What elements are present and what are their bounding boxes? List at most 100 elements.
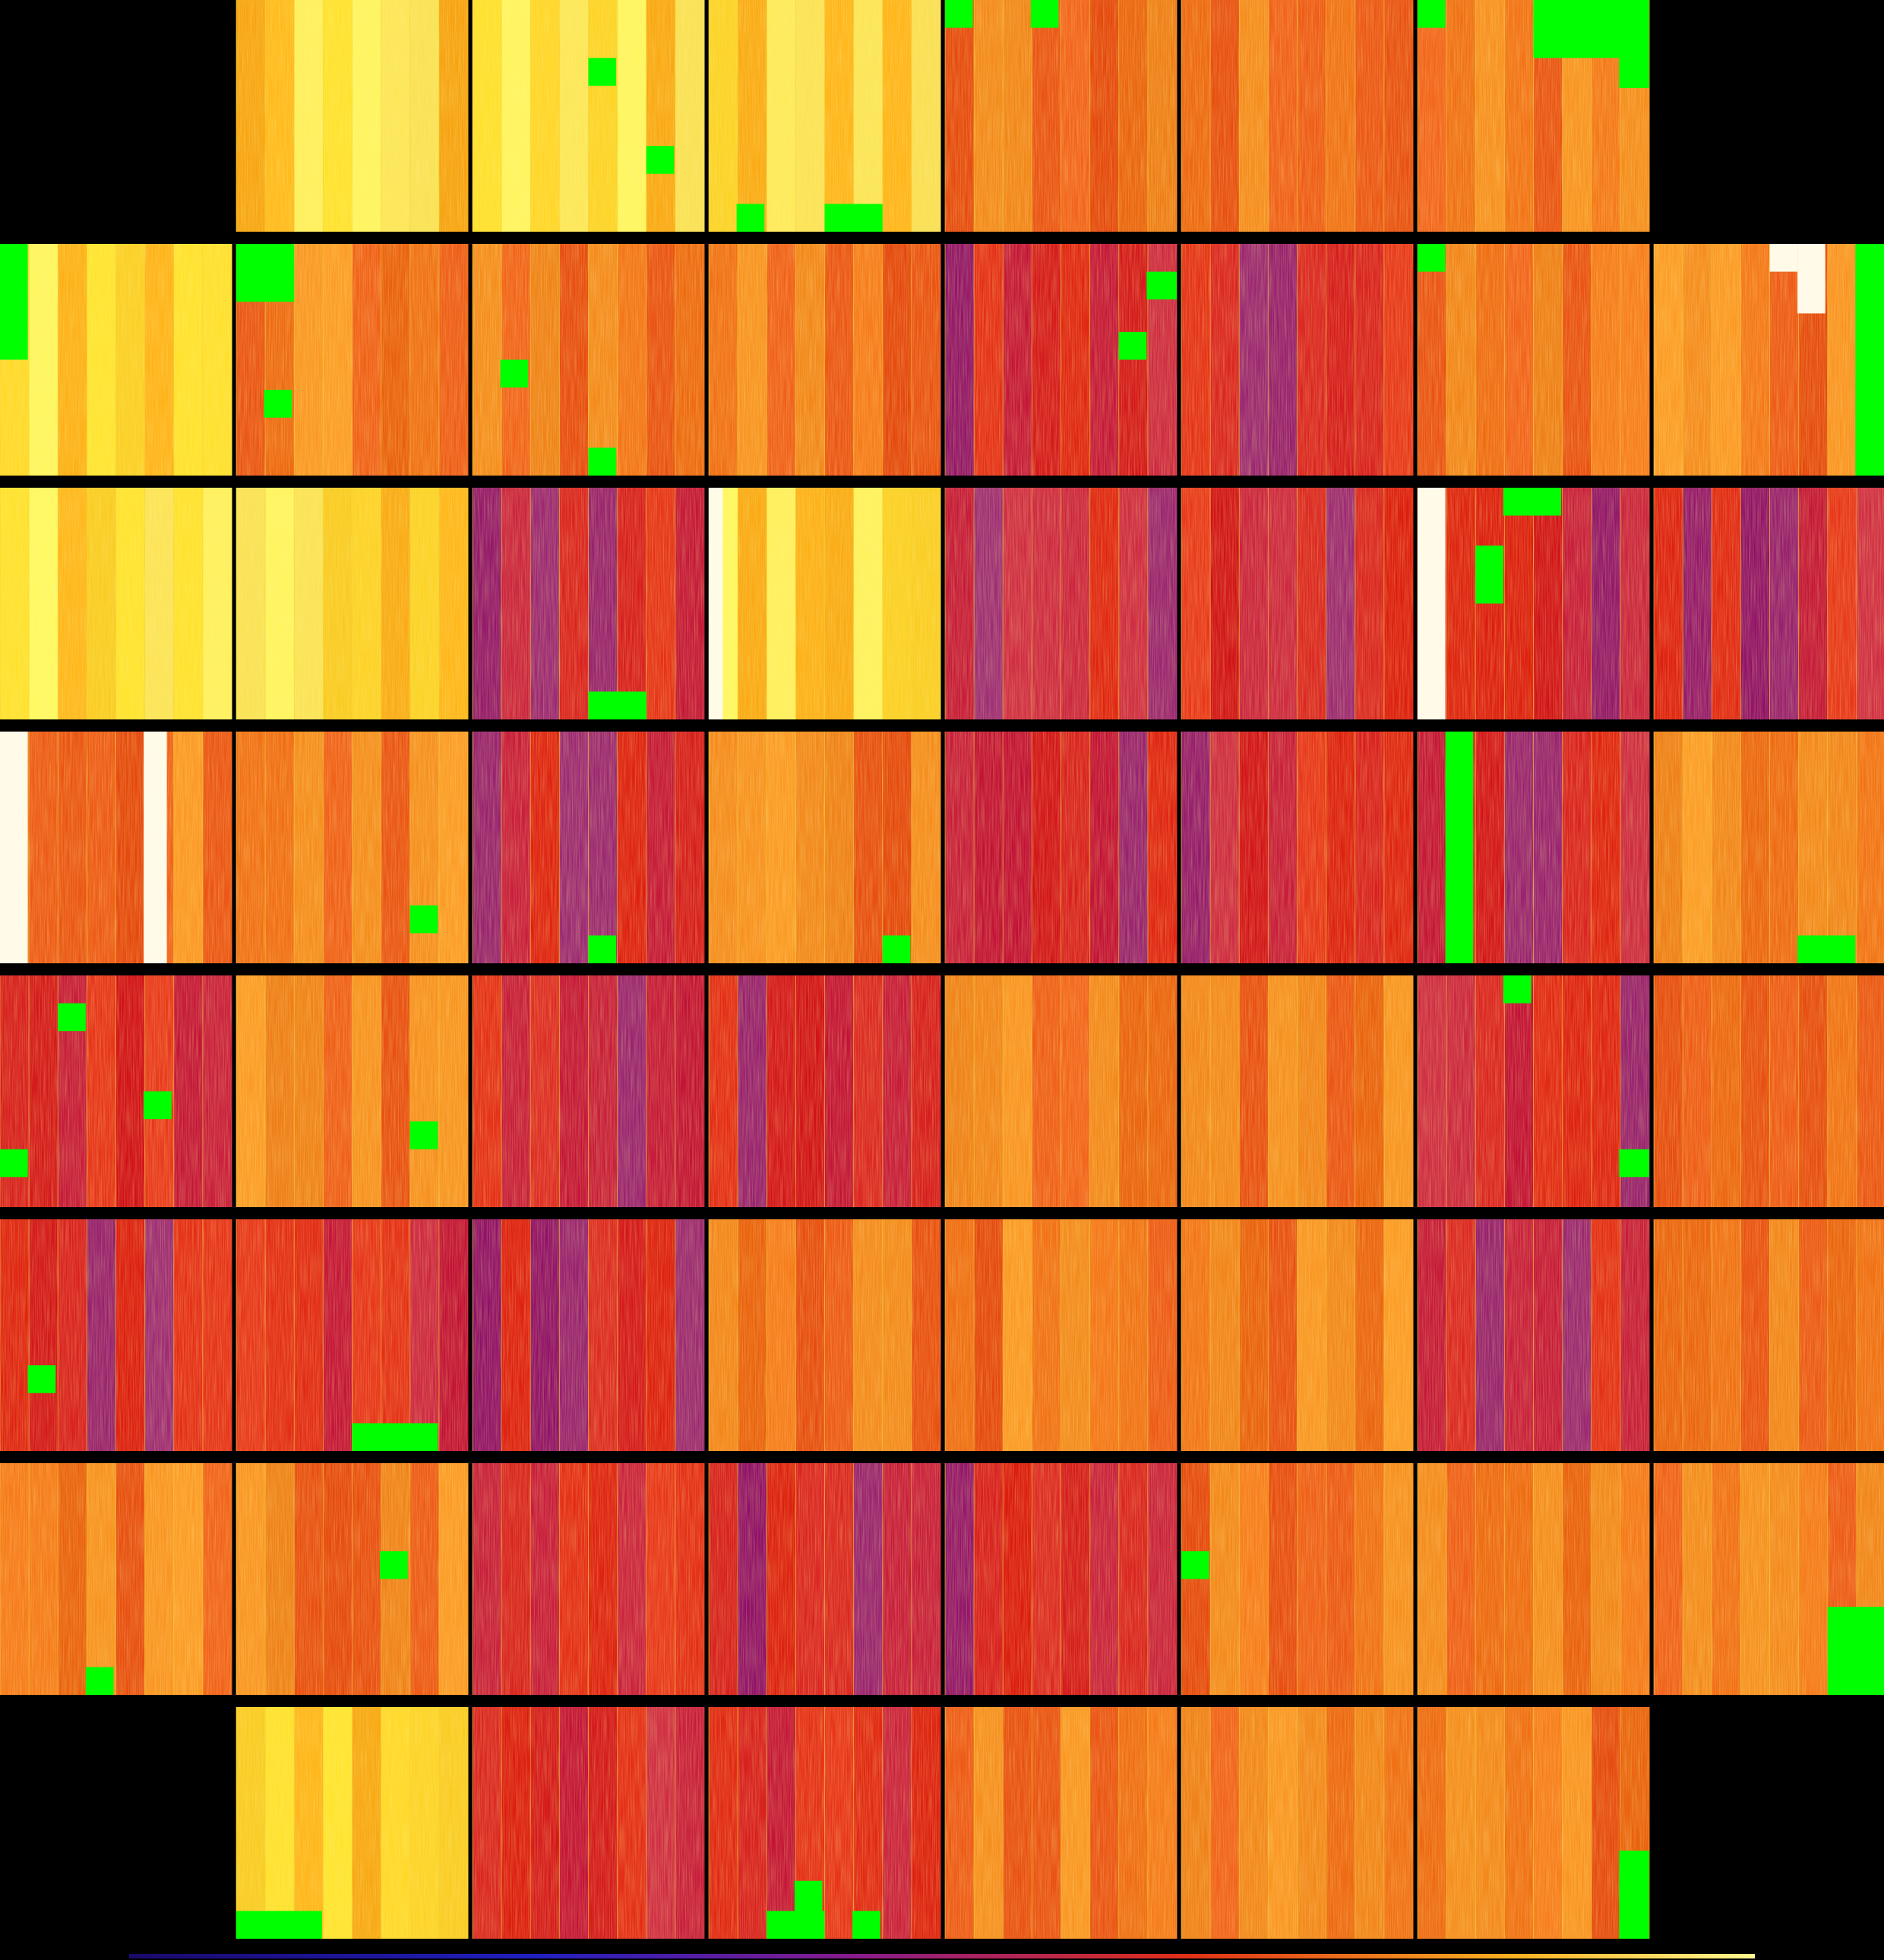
- noise: [1418, 975, 1649, 1207]
- ccd-tile: [944, 975, 1178, 1207]
- ccd-tile: [1181, 1707, 1414, 1939]
- ccd-tile: [472, 0, 705, 232]
- masked-region: [736, 204, 765, 232]
- noise: [709, 488, 940, 719]
- saturated-region: [1418, 488, 1446, 719]
- noise: [0, 1463, 232, 1695]
- masked-region: [1181, 1551, 1209, 1579]
- noise: [709, 0, 940, 232]
- noise: [236, 1463, 468, 1695]
- ccd-tile: [472, 1463, 705, 1695]
- ccd-tile: [236, 488, 469, 719]
- ccd-tile: [0, 975, 232, 1207]
- noise: [1181, 1219, 1413, 1451]
- ccd-tile: [1181, 488, 1414, 719]
- noise: [945, 0, 1177, 232]
- ccd-tile: [944, 488, 1178, 719]
- noise: [1654, 1219, 1884, 1451]
- masked-region: [852, 1911, 880, 1939]
- noise: [473, 488, 704, 719]
- masked-region: [27, 1365, 56, 1393]
- masked-region: [264, 390, 292, 418]
- noise: [1654, 488, 1884, 719]
- ccd-tile: [472, 1707, 705, 1939]
- color-strip: [129, 1954, 1755, 1958]
- noise: [945, 1707, 1177, 1939]
- masked-region: [58, 1003, 86, 1032]
- masked-region: [1030, 0, 1059, 28]
- masked-region: [1475, 545, 1503, 604]
- masked-region: [380, 1551, 408, 1579]
- noise: [945, 1219, 1177, 1451]
- noise: [709, 1219, 940, 1451]
- masked-region: [1619, 0, 1649, 88]
- noise: [473, 732, 704, 963]
- ccd-tile: [1181, 244, 1414, 476]
- ccd-tile: [1417, 0, 1650, 232]
- noise: [473, 1219, 704, 1451]
- noise: [473, 1707, 704, 1939]
- ccd-tile: [472, 488, 705, 719]
- noise: [945, 975, 1177, 1207]
- noise: [1181, 0, 1413, 232]
- noise: [1181, 1707, 1413, 1939]
- saturated-region: [0, 732, 28, 963]
- ccd-tile: [708, 975, 941, 1207]
- ccd-tile: [944, 0, 1178, 232]
- masked-region: [588, 58, 617, 86]
- masked-region: [945, 0, 973, 28]
- noise: [709, 244, 940, 476]
- noise: [0, 975, 232, 1207]
- masked-region: [588, 691, 646, 719]
- masked-region: [588, 447, 617, 476]
- ccd-tile: [236, 1463, 469, 1695]
- noise: [709, 1463, 940, 1695]
- ccd-tile: [1417, 732, 1650, 963]
- ccd-tile: [708, 244, 941, 476]
- noise: [236, 0, 468, 232]
- ccd-tile: [0, 732, 232, 963]
- noise: [1654, 244, 1884, 476]
- ccd-tile: [1181, 0, 1414, 232]
- ccd-tile: [1181, 975, 1414, 1207]
- ccd-tile: [708, 0, 941, 232]
- masked-region: [1418, 244, 1446, 272]
- masked-region: [1619, 1149, 1649, 1178]
- noise: [1418, 1463, 1649, 1695]
- noise: [473, 975, 704, 1207]
- ccd-tile: [472, 1219, 705, 1451]
- masked-region: [1445, 732, 1474, 963]
- saturated-region: [709, 488, 723, 719]
- ccd-tile: [236, 0, 469, 232]
- noise: [1181, 244, 1413, 476]
- ccd-tile: [944, 1219, 1178, 1451]
- ccd-tile: [708, 488, 941, 719]
- ccd-tile: [472, 244, 705, 476]
- noise: [1654, 975, 1884, 1207]
- ccd-tile: [944, 244, 1178, 476]
- ccd-tile: [236, 1219, 469, 1451]
- masked-region: [824, 204, 883, 232]
- masked-region: [85, 1667, 114, 1695]
- noise: [236, 1707, 468, 1939]
- noise: [945, 732, 1177, 963]
- noise: [473, 1463, 704, 1695]
- ccd-tile: [472, 975, 705, 1207]
- ccd-tile: [1181, 1219, 1414, 1451]
- ccd-tile: [1653, 732, 1884, 963]
- ccd-tile: [1417, 1463, 1650, 1695]
- masked-region: [1827, 1607, 1884, 1695]
- masked-region: [1855, 244, 1884, 476]
- ccd-tile: [1653, 1219, 1884, 1451]
- noise: [1181, 488, 1413, 719]
- ccd-tile: [708, 1707, 941, 1939]
- noise: [709, 975, 940, 1207]
- masked-region: [236, 244, 295, 302]
- noise: [1181, 975, 1413, 1207]
- noise: [945, 488, 1177, 719]
- ccd-tile: [0, 244, 232, 476]
- ccd-tile: [944, 732, 1178, 963]
